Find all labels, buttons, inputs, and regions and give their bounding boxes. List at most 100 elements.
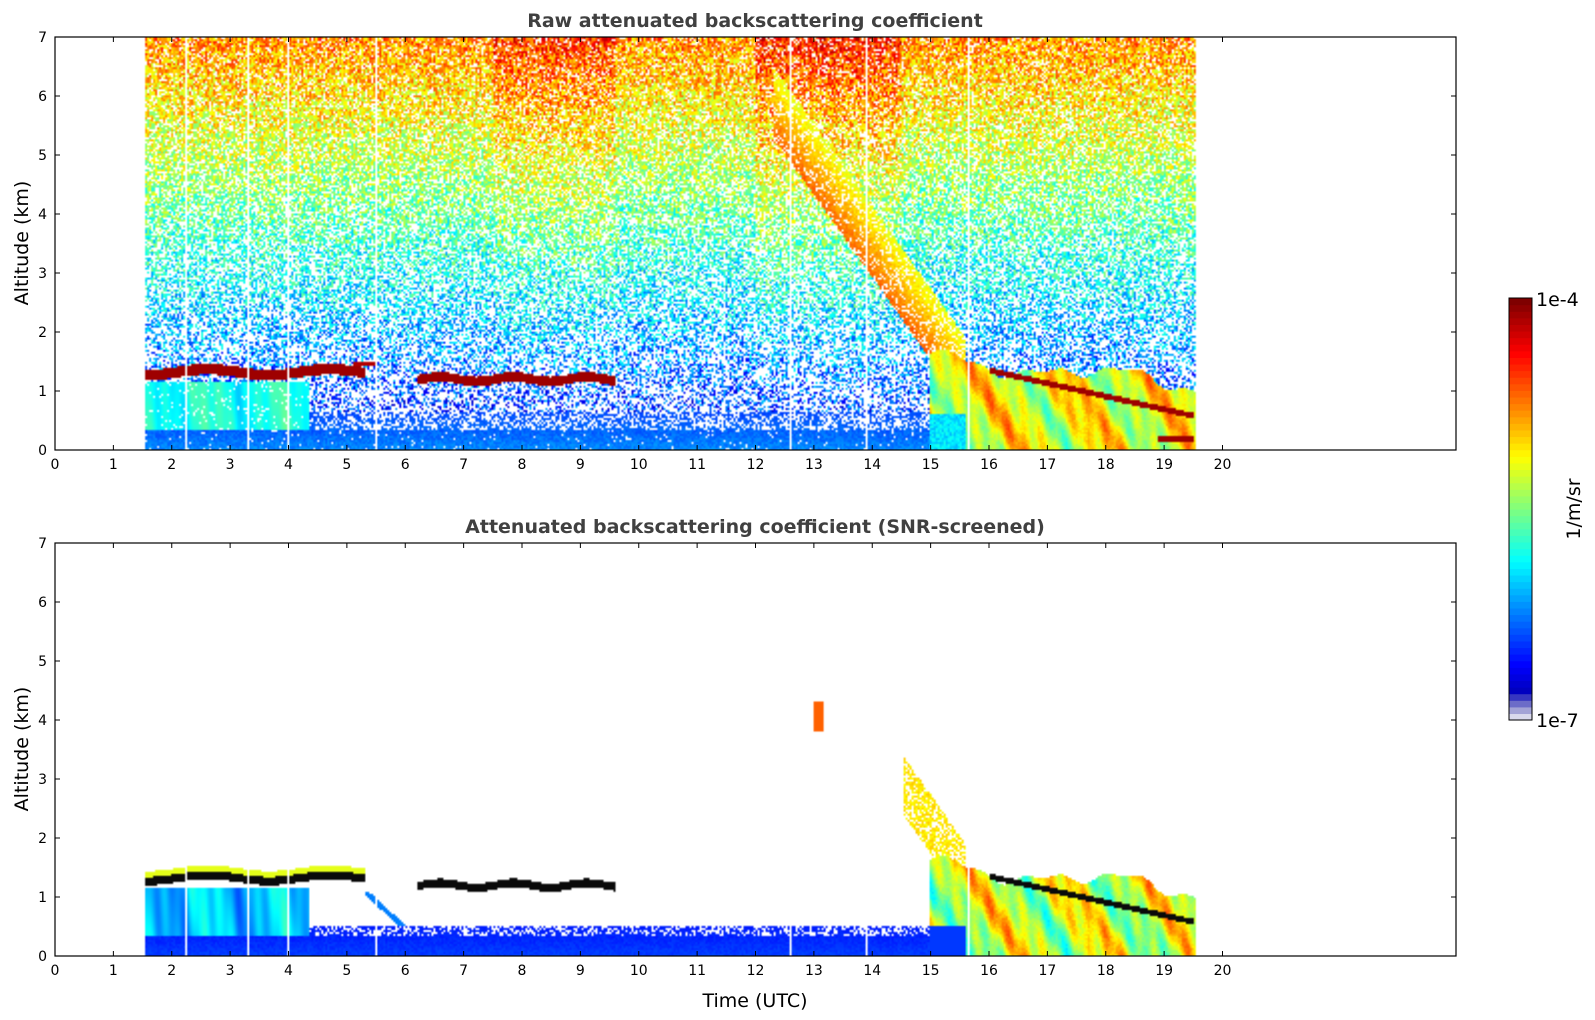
colorbar-band xyxy=(1509,634,1532,642)
colorbar-band xyxy=(1509,423,1532,431)
x-tick-label: 8 xyxy=(518,963,527,979)
x-tick-label: 14 xyxy=(863,457,881,473)
colorbar-band xyxy=(1509,535,1532,543)
colorbar-band xyxy=(1509,667,1532,675)
colorbar-band xyxy=(1509,660,1532,668)
bottom-y-axis-label: Altitude (km) xyxy=(11,687,33,812)
y-tick-label: 6 xyxy=(38,89,47,105)
colorbar-band xyxy=(1509,449,1532,457)
colorbar-band xyxy=(1509,522,1532,530)
colorbar-band xyxy=(1509,350,1532,358)
colorbar-band xyxy=(1509,410,1532,418)
colorbar-min-label: 1e-7 xyxy=(1536,710,1579,732)
x-tick-label: 18 xyxy=(1097,963,1115,979)
colorbar-band xyxy=(1509,706,1532,715)
colorbar-band xyxy=(1509,700,1532,708)
colorbar-band xyxy=(1509,357,1532,365)
top-title: Raw attenuated backscattering coefficien… xyxy=(527,10,983,32)
colorbar-band xyxy=(1509,390,1532,398)
x-tick-label: 2 xyxy=(167,457,176,473)
colorbar-band xyxy=(1509,456,1532,464)
colorbar-band xyxy=(1509,502,1532,510)
colorbar-band xyxy=(1509,469,1532,477)
y-tick-label: 3 xyxy=(38,266,47,282)
colorbar-max-label: 1e-4 xyxy=(1536,289,1579,311)
y-tick-label: 5 xyxy=(38,148,47,164)
y-tick-label: 7 xyxy=(38,536,47,552)
colorbar-bands xyxy=(1509,298,1532,721)
x-tick-label: 3 xyxy=(226,457,235,473)
x-tick-label: 0 xyxy=(51,457,60,473)
colorbar-band xyxy=(1509,614,1532,622)
x-tick-label: 20 xyxy=(1214,457,1232,473)
top-x-ticks: 0 1 2 3 4 5 6 7 8 9 10 11 12 13 14 15 16 17 18 19 20 xyxy=(51,37,1232,473)
x-tick-label: 10 xyxy=(630,963,648,979)
bottom-heatmap-image xyxy=(55,543,1456,956)
x-tick-label: 20 xyxy=(1214,963,1232,979)
colorbar-band xyxy=(1509,713,1532,721)
colorbar-band xyxy=(1509,515,1532,523)
x-tick-label: 7 xyxy=(459,963,468,979)
colorbar-band xyxy=(1509,680,1532,688)
x-tick-label: 1 xyxy=(109,963,118,979)
colorbar-band xyxy=(1509,594,1532,602)
colorbar-band xyxy=(1509,489,1532,497)
bottom-panel: Attenuated backscattering coefficient (S… xyxy=(11,516,1457,1012)
colorbar-band xyxy=(1509,330,1532,339)
colorbar-band xyxy=(1509,363,1532,372)
x-tick-label: 6 xyxy=(401,963,410,979)
bottom-title: Attenuated backscattering coefficient (S… xyxy=(465,516,1045,538)
x-tick-label: 18 xyxy=(1097,457,1115,473)
colorbar-band xyxy=(1509,370,1532,378)
colorbar-band xyxy=(1509,429,1532,438)
colorbar-band xyxy=(1509,568,1532,576)
x-tick-label: 7 xyxy=(459,457,468,473)
x-tick-label: 11 xyxy=(688,457,706,473)
colorbar-band xyxy=(1509,647,1532,655)
y-tick-label: 1 xyxy=(38,384,47,400)
bottom-x-axis-label: Time (UTC) xyxy=(701,990,807,1012)
colorbar-band xyxy=(1509,311,1532,319)
colorbar-band xyxy=(1509,396,1532,405)
x-tick-label: 0 xyxy=(51,963,60,979)
colorbar-band xyxy=(1509,317,1532,325)
colorbar-band xyxy=(1509,607,1532,616)
x-tick-label: 9 xyxy=(576,963,585,979)
colorbar: 1e-4 1e-7 1/m/sr xyxy=(1508,289,1585,732)
y-tick-label: 7 xyxy=(38,30,47,46)
x-tick-label: 3 xyxy=(226,963,235,979)
y-tick-label: 0 xyxy=(38,949,47,965)
colorbar-band xyxy=(1509,383,1532,391)
y-tick-label: 2 xyxy=(38,831,47,847)
top-heatmap-image xyxy=(55,37,1456,450)
colorbar-band xyxy=(1509,548,1532,556)
colorbar-band xyxy=(1509,541,1532,550)
colorbar-band xyxy=(1509,476,1532,484)
colorbar-band xyxy=(1509,627,1532,635)
y-tick-label: 6 xyxy=(38,595,47,611)
colorbar-band xyxy=(1509,654,1532,662)
colorbar-band xyxy=(1509,324,1532,332)
y-tick-label: 2 xyxy=(38,325,47,341)
x-tick-label: 19 xyxy=(1155,457,1173,473)
colorbar-band xyxy=(1509,436,1532,444)
y-tick-label: 3 xyxy=(38,772,47,788)
colorbar-band xyxy=(1509,574,1532,583)
colorbar-band xyxy=(1509,416,1532,424)
top-panel: Raw attenuated backscattering coefficien… xyxy=(11,10,1457,473)
colorbar-band xyxy=(1509,640,1532,649)
x-tick-label: 15 xyxy=(922,457,940,473)
x-tick-label: 12 xyxy=(747,457,765,473)
colorbar-band xyxy=(1509,693,1532,701)
colorbar-band xyxy=(1509,403,1532,411)
bottom-x-ticks: 0 1 2 3 4 5 6 7 8 9 10 11 12 13 14 15 16 17 18 19 20 xyxy=(51,543,1232,979)
colorbar-band xyxy=(1509,462,1532,471)
x-tick-label: 16 xyxy=(980,963,998,979)
colorbar-band xyxy=(1509,495,1532,504)
colorbar-band xyxy=(1509,443,1532,451)
x-tick-label: 5 xyxy=(342,963,351,979)
x-tick-label: 6 xyxy=(401,457,410,473)
x-tick-label: 12 xyxy=(747,963,765,979)
colorbar-band xyxy=(1509,337,1532,345)
